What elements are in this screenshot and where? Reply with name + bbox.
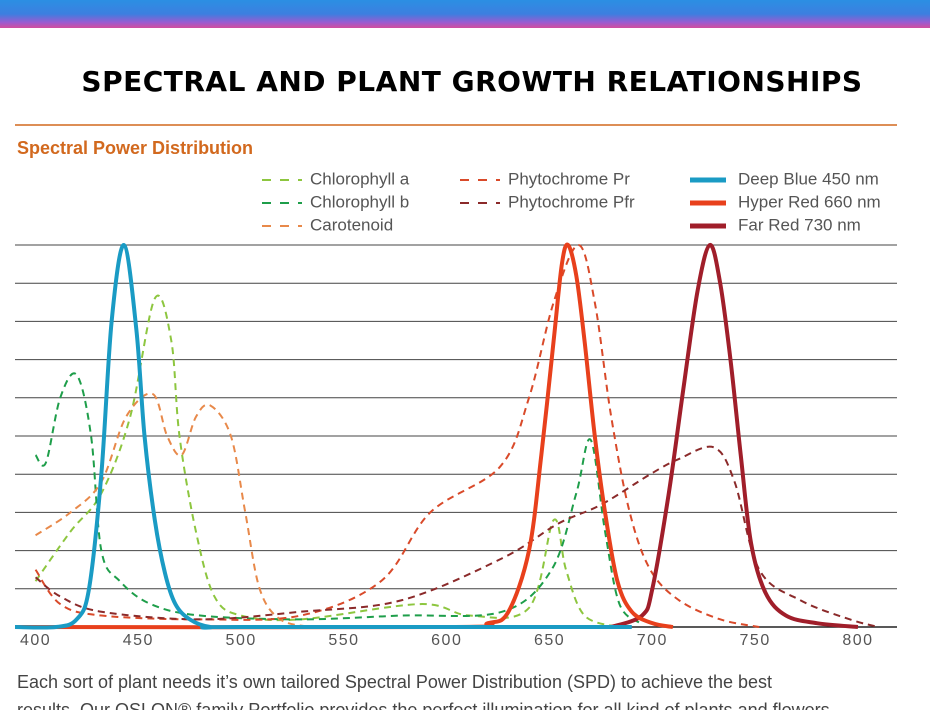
- legend-label: Chlorophyll b: [310, 192, 409, 211]
- caption: results. Our OSLON® family Portfolio pro…: [17, 700, 830, 710]
- series-line: [35, 392, 312, 628]
- top-banner: [0, 0, 930, 28]
- legend-label: Far Red 730 nm: [738, 215, 861, 234]
- series-line: [34, 294, 620, 628]
- x-tick-label: 400: [20, 632, 51, 649]
- x-tick-label: 650: [534, 632, 565, 649]
- x-tick-label: 700: [637, 632, 668, 649]
- x-tick-label: 500: [226, 632, 257, 649]
- caption: Each sort of plant needs it’s own tailor…: [17, 672, 772, 692]
- chart-title: Spectral Power Distribution: [17, 138, 253, 158]
- legend-label: Carotenoid: [310, 215, 393, 234]
- series-line: [14, 242, 632, 630]
- x-tick-label: 800: [842, 632, 873, 649]
- slide-title: SPECTRAL AND PLANT GROWTH RELATIONSHIPS: [81, 65, 862, 98]
- legend-label: Chlorophyll a: [310, 169, 410, 188]
- series-line: [610, 242, 859, 629]
- series-line: [34, 372, 641, 624]
- legend-label: Phytochrome Pfr: [508, 192, 635, 211]
- x-tick-label: 450: [123, 632, 154, 649]
- legend-label: Phytochrome Pr: [508, 169, 630, 188]
- x-tick-label: 750: [740, 632, 771, 649]
- x-tick-label: 600: [431, 632, 462, 649]
- legend-label: Deep Blue 450 nm: [738, 169, 879, 188]
- legend-label: Hyper Red 660 nm: [738, 192, 881, 211]
- x-tick-label: 550: [328, 632, 359, 649]
